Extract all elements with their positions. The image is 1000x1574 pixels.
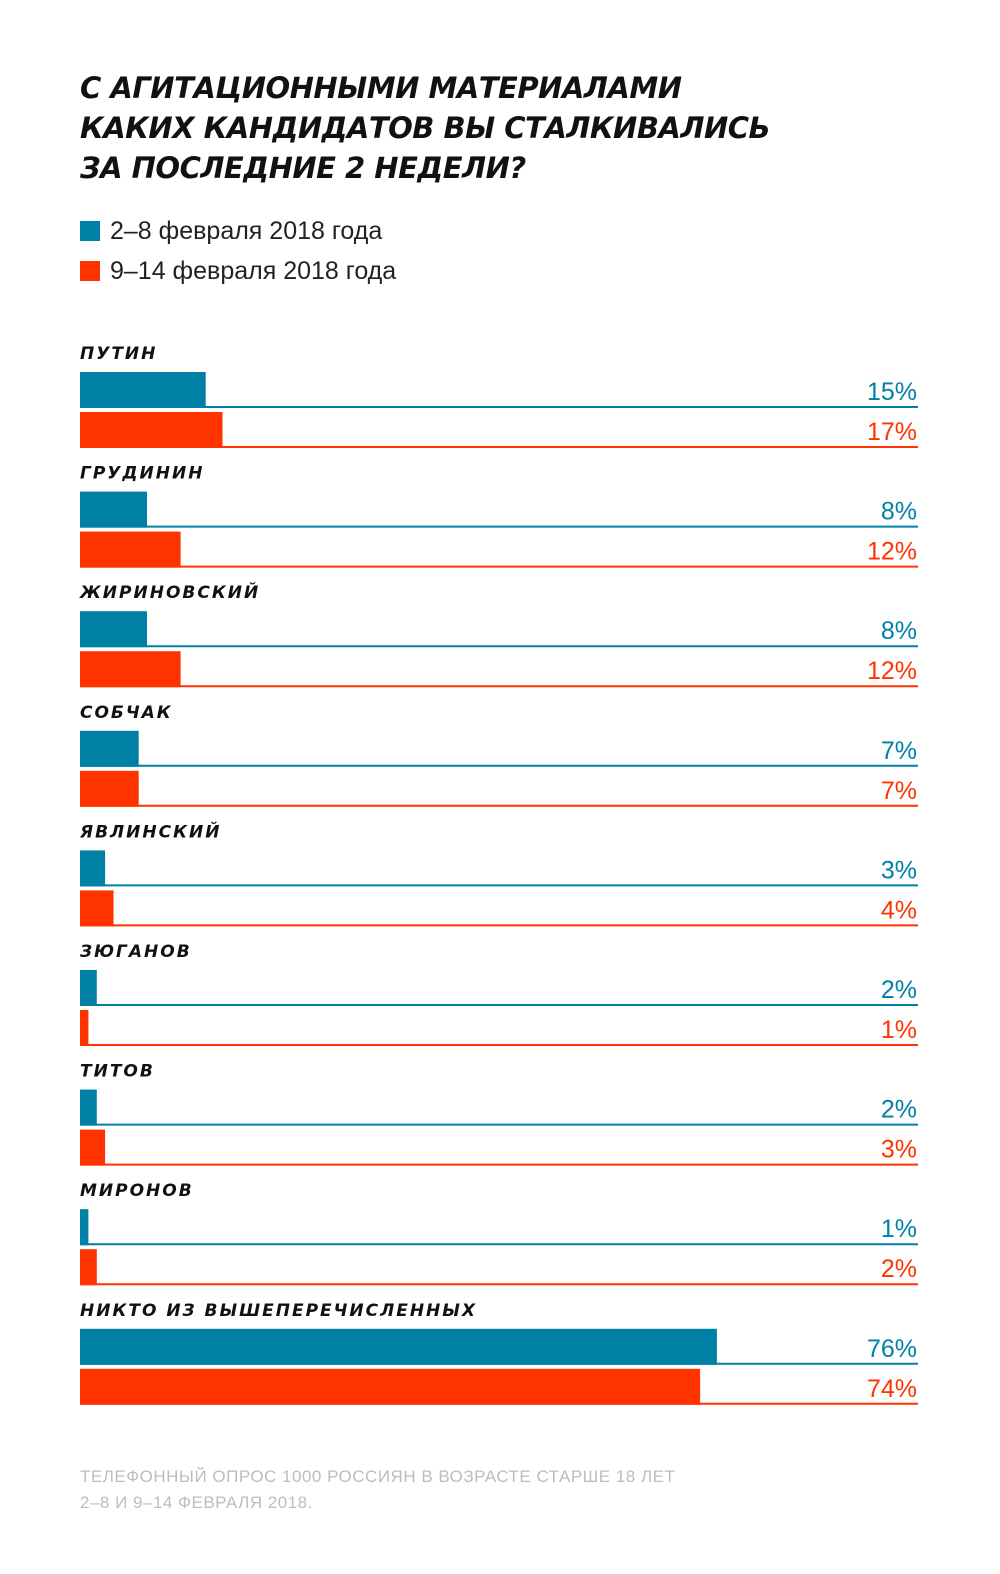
data-label: 7% [881,777,917,805]
bar [80,1368,701,1405]
category-label: СОБЧАК [80,703,173,723]
bar [80,770,139,807]
bar-group: ЖИРИНОВСКИЙ 8% 12% [79,581,918,688]
chart-title-line: С АГИТАЦИОННЫМИ МАТЕРИАЛАМИ [80,71,682,105]
bar-group: ПУТИН 15% 17% [80,344,918,448]
category-label: ГРУДИНИН [80,464,204,484]
bar [80,491,147,528]
category-label: ТИТОВ [80,1062,155,1082]
footnote-line: 2–8 И 9–14 ФЕВРАЛЯ 2018. [80,1493,313,1512]
bar [80,611,147,648]
legend-swatch-series-1 [80,221,100,241]
data-label: 1% [881,1215,917,1243]
data-label: 15% [867,378,917,406]
bar [80,850,106,887]
bar [80,1209,89,1246]
footnote-line: ТЕЛЕФОННЫЙ ОПРОС 1000 РОССИЯН В ВОЗРАСТЕ… [80,1467,676,1486]
bar [80,890,114,927]
bar [80,651,181,688]
bar-group: ТИТОВ 2% 3% [80,1062,918,1166]
data-label: 4% [881,896,917,924]
data-label: 17% [867,418,917,446]
bar [80,730,139,767]
legend-item-series-1: 2–8 февраля 2018 года [80,211,396,251]
bar [80,1249,97,1286]
legend-item-series-2: 9–14 февраля 2018 года [80,251,396,291]
data-label: 2% [881,1096,917,1124]
data-label: 76% [867,1335,917,1363]
bar [80,1089,97,1126]
bar [80,1328,717,1365]
bar [80,1129,106,1166]
bar-group: СОБЧАК 7% 7% [80,703,918,807]
data-label: 3% [881,856,917,884]
data-label: 8% [881,617,917,645]
data-label: 12% [867,657,917,685]
legend-swatch-series-2 [80,261,100,281]
bar [80,372,206,408]
bar-group: ГРУДИНИН 8% 12% [80,464,918,568]
chart-title: С АГИТАЦИОННЫМИ МАТЕРИАЛАМИ КАКИХ КАНДИД… [80,68,880,188]
chart-legend: 2–8 февраля 2018 года 9–14 февраля 2018 … [80,211,396,291]
bar-group: НИКТО ИЗ ВЫШЕПЕРЕЧИСЛЕННЫХ 76% 74% [80,1301,918,1405]
category-label: МИРОНОВ [80,1181,194,1201]
category-label: ЖИРИНОВСКИЙ [79,581,260,603]
data-label: 7% [881,737,917,765]
data-label: 74% [867,1375,917,1403]
data-label: 8% [881,498,917,526]
data-label: 2% [881,976,917,1004]
bar-group: ЯВЛИНСКИЙ 3% 4% [79,820,918,927]
data-label: 1% [881,1016,917,1044]
category-label: НИКТО ИЗ ВЫШЕПЕРЕЧИСЛЕННЫХ [80,1301,477,1321]
chart-title-line: КАКИХ КАНДИДАТОВ ВЫ СТАЛКИВАЛИСЬ [80,111,771,145]
chart-title-line: ЗА ПОСЛЕДНИЕ 2 НЕДЕЛИ? [80,151,526,185]
category-label: ЗЮГАНОВ [79,942,192,962]
category-label: ЯВЛИНСКИЙ [79,820,221,842]
legend-label-series-2: 9–14 февраля 2018 года [110,256,397,285]
category-label: ПУТИН [80,344,157,364]
data-label: 12% [867,538,917,566]
footnote: ТЕЛЕФОННЫЙ ОПРОС 1000 РОССИЯН В ВОЗРАСТЕ… [80,1464,675,1516]
bar [80,531,181,568]
bar [80,970,97,1006]
data-label: 2% [881,1255,917,1283]
bar-group: ЗЮГАНОВ 2% 1% [79,942,918,1046]
data-label: 3% [881,1136,917,1164]
bar [80,1010,89,1046]
legend-label-series-1: 2–8 февраля 2018 года [110,216,383,245]
bar [80,412,223,448]
bar-group: МИРОНОВ 1% 2% [80,1181,918,1286]
